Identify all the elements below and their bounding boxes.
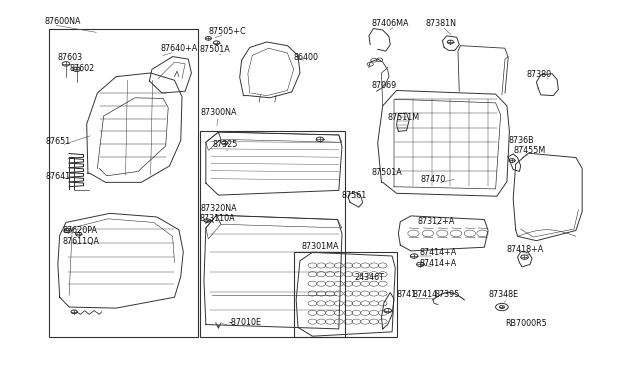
Text: 87395: 87395 — [434, 290, 460, 299]
Text: 87380: 87380 — [527, 70, 552, 78]
Text: 87406MA: 87406MA — [371, 19, 409, 28]
Text: -87010E: -87010E — [229, 318, 262, 327]
Text: 87381N: 87381N — [426, 19, 456, 28]
Text: 87602: 87602 — [69, 64, 94, 73]
Text: 87603: 87603 — [58, 53, 83, 62]
Text: 87414: 87414 — [413, 290, 438, 299]
Text: 87348E: 87348E — [488, 290, 518, 299]
Text: 87611QA: 87611QA — [63, 237, 100, 246]
Text: 87641: 87641 — [45, 172, 70, 181]
Text: 87505+C: 87505+C — [209, 27, 246, 36]
Text: 87069: 87069 — [371, 81, 397, 90]
Text: 87312+A: 87312+A — [417, 217, 454, 226]
Text: 87320NA: 87320NA — [201, 204, 237, 213]
Text: 87300NA: 87300NA — [201, 108, 237, 117]
Text: RB7000R5: RB7000R5 — [505, 319, 547, 328]
Text: 8741: 8741 — [397, 290, 417, 299]
Text: 87620PA: 87620PA — [63, 227, 98, 235]
Text: 87470: 87470 — [420, 175, 445, 185]
Text: 87414+A: 87414+A — [419, 259, 456, 268]
Text: 87561: 87561 — [342, 191, 367, 200]
Text: 8736B: 8736B — [508, 136, 534, 145]
Text: 24346T: 24346T — [355, 273, 385, 282]
Text: 87640+A: 87640+A — [160, 44, 197, 53]
Text: 86400: 86400 — [294, 53, 319, 62]
Text: 87600NA: 87600NA — [44, 17, 81, 26]
Text: 87301MA: 87301MA — [301, 242, 339, 251]
Text: 87325: 87325 — [212, 140, 237, 149]
Text: 87455M: 87455M — [513, 146, 545, 155]
Text: 87418+A: 87418+A — [507, 245, 544, 254]
Text: 87414+A: 87414+A — [419, 248, 456, 257]
Text: 873110A: 873110A — [200, 214, 236, 223]
Text: 87501A: 87501A — [200, 45, 230, 54]
Text: 87651: 87651 — [45, 137, 70, 146]
Bar — [49, 29, 198, 337]
Text: 87501A: 87501A — [371, 168, 402, 177]
Bar — [294, 252, 397, 337]
Text: 87511M: 87511M — [388, 113, 420, 122]
Bar — [200, 131, 345, 337]
